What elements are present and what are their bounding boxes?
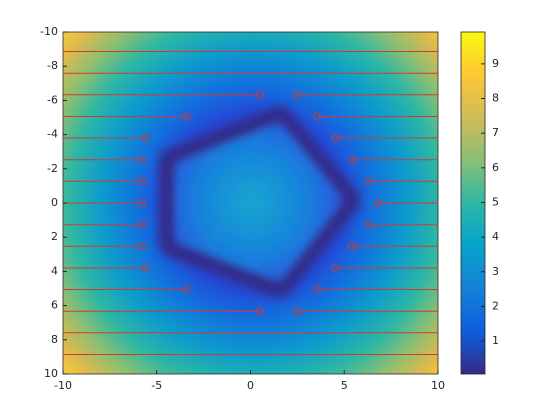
colorbar-tick-label: 2 bbox=[492, 299, 499, 312]
hit-marker bbox=[293, 90, 301, 99]
hit-marker bbox=[137, 199, 146, 207]
colorbar-tick-label: 8 bbox=[492, 92, 499, 105]
x-tick-label: 5 bbox=[341, 379, 348, 392]
hit-marker bbox=[365, 220, 373, 229]
hit-marker bbox=[182, 112, 191, 121]
hit-marker bbox=[255, 307, 264, 316]
colorbar-tick-label: 6 bbox=[492, 161, 499, 174]
colorbar-tick-label: 3 bbox=[492, 265, 499, 278]
hit-marker bbox=[182, 285, 191, 294]
hit-marker bbox=[313, 285, 322, 294]
y-tick-label: -10 bbox=[40, 25, 58, 38]
y-tick-label: -8 bbox=[47, 59, 58, 72]
colorbar-tick-label: 5 bbox=[492, 195, 499, 208]
y-tick-label: -4 bbox=[47, 128, 58, 141]
y-tick-label: 6 bbox=[51, 299, 58, 312]
hit-marker bbox=[374, 199, 382, 207]
hit-marker bbox=[347, 155, 356, 164]
y-tick-label: -6 bbox=[47, 93, 58, 106]
hit-marker bbox=[313, 112, 322, 121]
colorbar-tick-label: 1 bbox=[492, 334, 499, 347]
hit-marker bbox=[137, 242, 146, 251]
colorbar-tick-label: 9 bbox=[492, 57, 499, 70]
x-tick-label: -5 bbox=[151, 379, 162, 392]
hit-marker bbox=[137, 220, 146, 229]
y-tick-label: 2 bbox=[51, 230, 58, 243]
x-tick-label: 0 bbox=[247, 379, 254, 392]
hit-marker bbox=[255, 90, 264, 99]
x-tick-label: 10 bbox=[431, 379, 445, 392]
hit-marker bbox=[293, 307, 301, 316]
hit-marker bbox=[137, 177, 146, 186]
y-tick-label: 8 bbox=[51, 333, 58, 346]
hit-marker bbox=[331, 134, 340, 143]
colorbar bbox=[460, 31, 486, 375]
hit-marker bbox=[331, 263, 340, 272]
hit-marker bbox=[142, 263, 151, 272]
colorbar-tick-label: 4 bbox=[492, 230, 499, 243]
hit-marker bbox=[142, 134, 151, 143]
hit-marker bbox=[137, 155, 146, 164]
x-tick-label: -10 bbox=[54, 379, 72, 392]
hit-marker bbox=[365, 177, 373, 186]
y-tick-label: 10 bbox=[44, 367, 58, 380]
y-tick-label: -2 bbox=[47, 162, 58, 175]
y-tick-label: 0 bbox=[51, 196, 58, 209]
hit-marker bbox=[347, 242, 356, 251]
colorbar-tick-label: 7 bbox=[492, 126, 499, 139]
y-tick-label: 4 bbox=[51, 264, 58, 277]
